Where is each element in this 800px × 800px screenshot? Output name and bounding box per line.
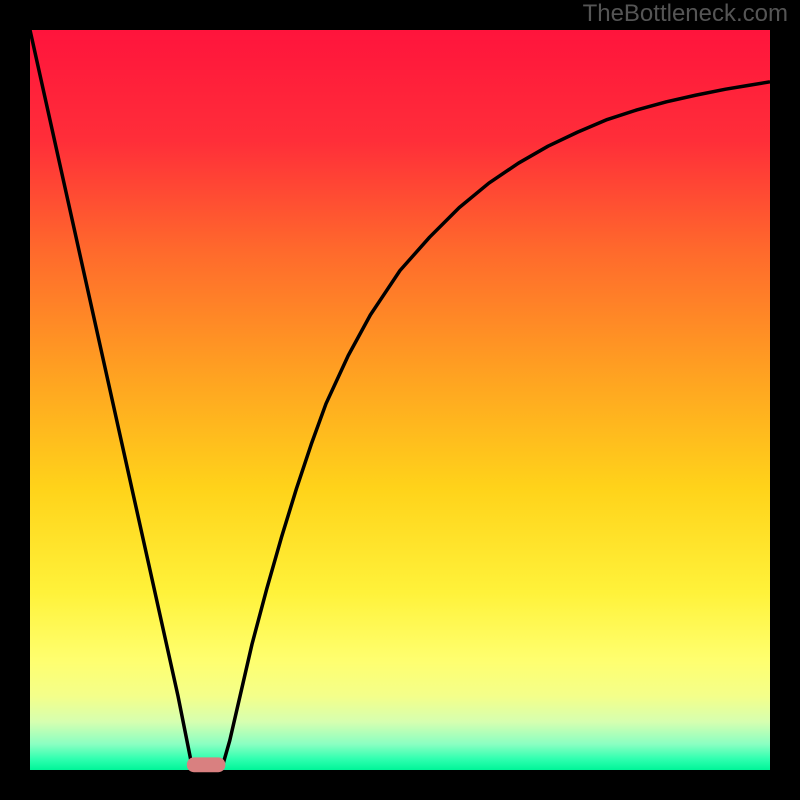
watermark-label: TheBottleneck.com (583, 0, 788, 28)
chart-frame: TheBottleneck.com (0, 0, 800, 800)
chart-background (30, 30, 770, 770)
bottleneck-chart (0, 0, 800, 800)
optimal-marker (187, 757, 225, 772)
